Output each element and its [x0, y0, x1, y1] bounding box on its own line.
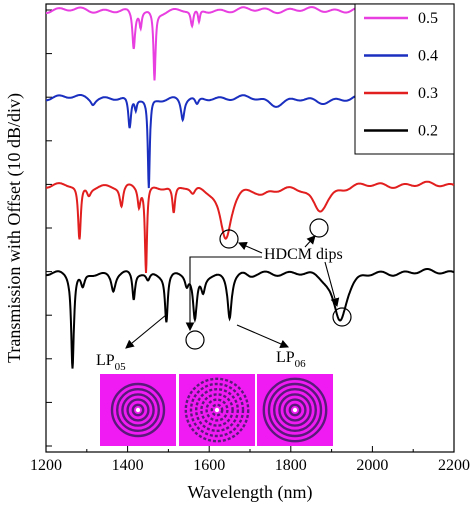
mode-ring — [194, 388, 239, 433]
legend-label-0.2: 0.2 — [418, 123, 438, 140]
x-tick-label: 1400 — [112, 457, 144, 474]
mode-ring — [273, 388, 318, 433]
hdcm-dip-circle-red-1 — [219, 229, 239, 249]
mode-core — [214, 407, 220, 413]
mode-ring — [200, 393, 234, 427]
x-axis-ticks: 1200 1400 1600 1800 2000 2200 — [30, 446, 470, 474]
mode-ring — [184, 377, 250, 443]
x-axis-title: Wavelength (nm) — [187, 482, 312, 503]
mode-ring — [262, 377, 328, 443]
arrow-lp05 — [125, 314, 167, 349]
y-axis-ticks — [46, 9, 52, 447]
lp05-label: LP05 — [96, 352, 126, 373]
arrow-hdcm-to-red-dip-1 — [237, 242, 263, 254]
legend: 0.5 0.4 0.3 0.2 — [354, 3, 455, 155]
mode-core — [292, 407, 298, 413]
hdcm-dips-label: HDCM dips — [264, 246, 343, 263]
mode-ring — [288, 403, 302, 417]
mode-ring — [278, 393, 312, 427]
mode-ring — [131, 403, 145, 417]
mode-ring — [283, 398, 307, 422]
x-tick-label: 2200 — [438, 457, 470, 474]
lp05-dip-circle — [185, 330, 205, 350]
mode-ring — [189, 382, 245, 438]
lp06-label: LP06 — [276, 349, 306, 370]
hdcm-dip-circle-black — [332, 307, 352, 327]
arrow-hdcm-to-red-dip-2 — [304, 235, 316, 248]
legend-label-0.4: 0.4 — [418, 48, 438, 65]
y-axis-title: Transmission with Offset (10 dB/div) — [4, 93, 25, 363]
mode-ring — [121, 393, 155, 427]
series-line-0.3 — [46, 180, 455, 273]
mode-ring — [115, 388, 160, 433]
legend-label-0.5: 0.5 — [418, 10, 438, 27]
legend-box — [354, 3, 455, 155]
mode-ring — [110, 382, 166, 438]
hdcm-dip-circle-red-2 — [309, 218, 329, 238]
x-tick-label: 1200 — [30, 457, 62, 474]
x-tick-label: 2000 — [356, 457, 388, 474]
x-tick-label: 1600 — [193, 457, 225, 474]
legend-label-0.3: 0.3 — [418, 85, 438, 102]
mode-ring — [210, 403, 224, 417]
mode-ring — [126, 398, 150, 422]
mode-ring — [267, 382, 323, 438]
mode-ring — [205, 398, 229, 422]
arrow-hdcm-to-black-dip-1 — [185, 256, 262, 332]
x-tick-label: 1800 — [275, 457, 307, 474]
mode-field-images — [100, 374, 333, 446]
arrow-hdcm-to-black-dip-2 — [324, 261, 340, 308]
series-line-0.2 — [46, 268, 455, 369]
arrow-lp06 — [236, 324, 290, 348]
mode-core — [135, 407, 141, 413]
annotation-arrows — [125, 235, 340, 349]
dip-markers — [185, 218, 352, 350]
